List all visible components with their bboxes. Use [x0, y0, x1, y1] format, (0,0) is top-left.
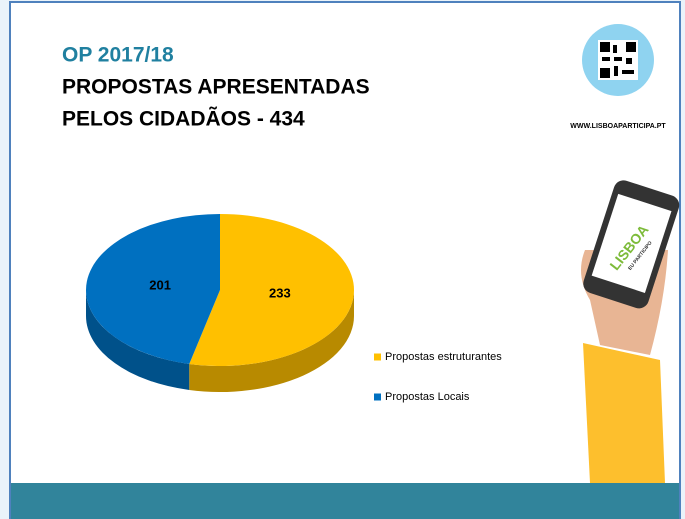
title: OP 2017/18 — [62, 44, 174, 67]
pie-side — [86, 290, 190, 390]
footer-band — [11, 483, 679, 519]
subtitle: PELOS CIDADÃOS - 434 — [62, 108, 305, 131]
subtitle: PROPOSTAS APRESENTADAS — [62, 76, 370, 99]
legend-label: Propostas estruturantes — [385, 351, 502, 363]
legend-swatch — [374, 393, 381, 401]
website: WWW.LISBOAPARTICIPA.PT — [570, 123, 666, 130]
pie-side — [189, 290, 354, 393]
phone: LISBOA EU PARTICIPO — [583, 180, 680, 309]
legend-swatch — [374, 353, 381, 361]
sleeve — [583, 343, 665, 483]
pie-slice — [189, 214, 354, 366]
qr-badge — [582, 24, 654, 96]
legend-label: Propostas Locais — [385, 391, 470, 403]
data-label: 233 — [269, 285, 291, 300]
pie-slice — [85, 214, 220, 364]
data-label: 201 — [149, 277, 171, 292]
